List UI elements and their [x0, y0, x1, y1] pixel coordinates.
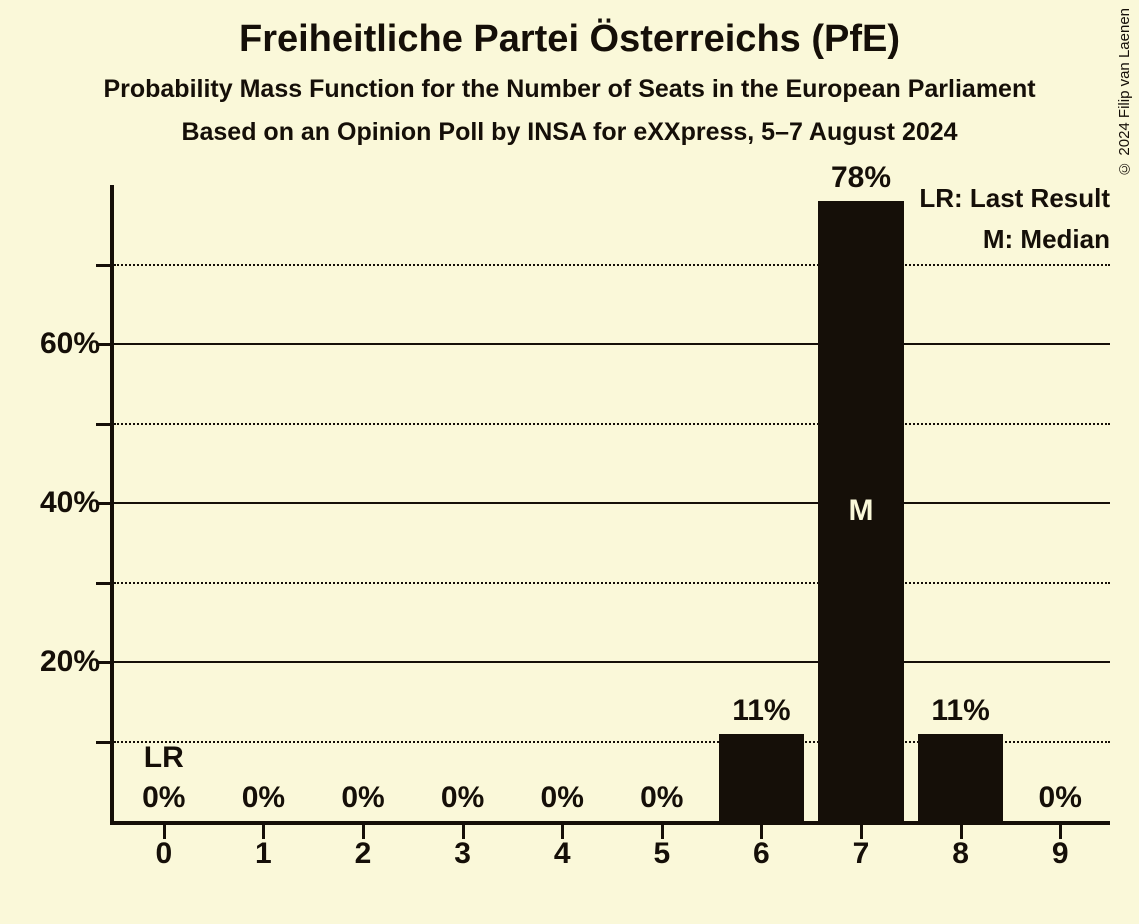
y-tick-label: 60% [40, 327, 100, 361]
legend: LR: Last Result M: Median [919, 183, 1110, 265]
y-tick-minor [96, 423, 110, 426]
gridline-major [114, 661, 1110, 663]
bar-marker: M [848, 494, 873, 528]
y-axis [110, 185, 114, 825]
bar-value-label: 0% [341, 781, 384, 815]
bar-value-label: 0% [441, 781, 484, 815]
y-tick-label: 20% [40, 645, 100, 679]
bar-value-label: 78% [831, 161, 891, 195]
bar-value-label: 11% [732, 694, 790, 728]
bar-annotation: LR [144, 741, 184, 775]
x-tick-label: 4 [554, 837, 571, 871]
x-tick-label: 7 [853, 837, 870, 871]
y-tick-minor [96, 264, 110, 267]
x-tick-label: 0 [155, 837, 172, 871]
bar-value-label: 0% [640, 781, 683, 815]
x-tick-label: 6 [753, 837, 770, 871]
copyright-text: © 2024 Filip van Laenen [1116, 8, 1133, 177]
plot-area: LR: Last Result M: Median 20%40%60%00%LR… [110, 185, 1110, 825]
x-tick-label: 3 [454, 837, 471, 871]
bar-value-label: 0% [142, 781, 185, 815]
chart-area: LR: Last Result M: Median 2 0% 4 0% 6 0% 0 0% LR… [50, 185, 1120, 885]
y-tick-label: 40% [40, 486, 100, 520]
x-tick-label: 9 [1052, 837, 1069, 871]
x-tick-label: 2 [355, 837, 372, 871]
gridline-minor [114, 423, 1110, 425]
y-tick-minor [96, 741, 110, 744]
x-tick-label: 8 [952, 837, 969, 871]
bar [719, 734, 805, 821]
legend-lr: LR: Last Result [919, 183, 1110, 214]
x-tick-label: 5 [653, 837, 670, 871]
legend-m: M: Median [919, 224, 1110, 255]
gridline-minor [114, 264, 1110, 266]
bar [918, 734, 1004, 821]
chart-title: Freiheitliche Partei Österreichs (PfE) [0, 0, 1139, 61]
chart-subtitle-1: Probability Mass Function for the Number… [0, 61, 1139, 104]
gridline-major [114, 343, 1110, 345]
bar-value-label: 0% [242, 781, 285, 815]
y-tick-minor [96, 582, 110, 585]
gridline-minor [114, 582, 1110, 584]
gridline-major [114, 502, 1110, 504]
bar: M [818, 201, 904, 821]
bar-value-label: 11% [931, 694, 989, 728]
bar-value-label: 0% [541, 781, 584, 815]
bar-value-label: 0% [1039, 781, 1082, 815]
chart-subtitle-2: Based on an Opinion Poll by INSA for eXX… [0, 104, 1139, 147]
x-tick-label: 1 [255, 837, 272, 871]
